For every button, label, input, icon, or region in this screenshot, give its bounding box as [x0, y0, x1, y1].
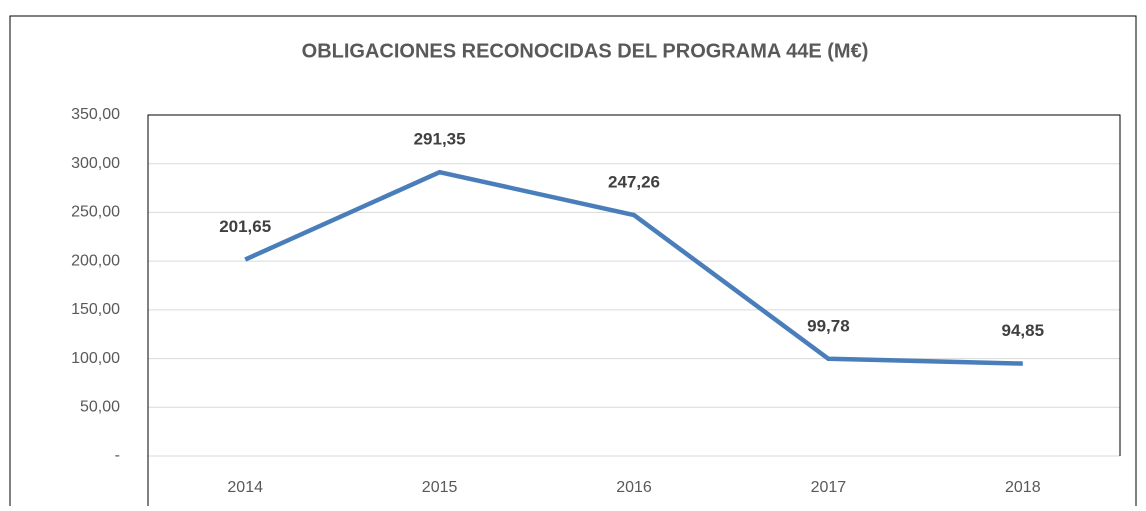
- x-tick-label: 2015: [422, 479, 458, 496]
- x-tick-label: 2014: [227, 479, 263, 496]
- x-tick-label: 2016: [616, 479, 652, 496]
- y-tick-label: 250,00: [71, 204, 120, 221]
- x-tick-label: 2018: [1005, 479, 1041, 496]
- data-label: 201,65: [219, 217, 271, 236]
- y-tick-label: 150,00: [71, 301, 120, 318]
- y-tick-label: 100,00: [71, 350, 120, 367]
- chart-title: OBLIGACIONES RECONOCIDAS DEL PROGRAMA 44…: [302, 40, 869, 62]
- data-label: 291,35: [414, 130, 466, 149]
- y-tick-label: 350,00: [71, 106, 120, 123]
- data-label: 94,85: [1002, 321, 1045, 340]
- x-tick-label: 2017: [811, 479, 847, 496]
- y-tick-label: 300,00: [71, 155, 120, 172]
- line: [244, 169, 1023, 366]
- y-tick-label: 50,00: [80, 399, 120, 416]
- y-tick-label: -: [115, 447, 120, 464]
- y-tick-label: 200,00: [71, 252, 120, 269]
- plot-border: [147, 114, 1121, 506]
- chart-border: [9, 15, 1137, 506]
- data-label: 247,26: [608, 173, 660, 192]
- data-label: 99,78: [807, 316, 850, 335]
